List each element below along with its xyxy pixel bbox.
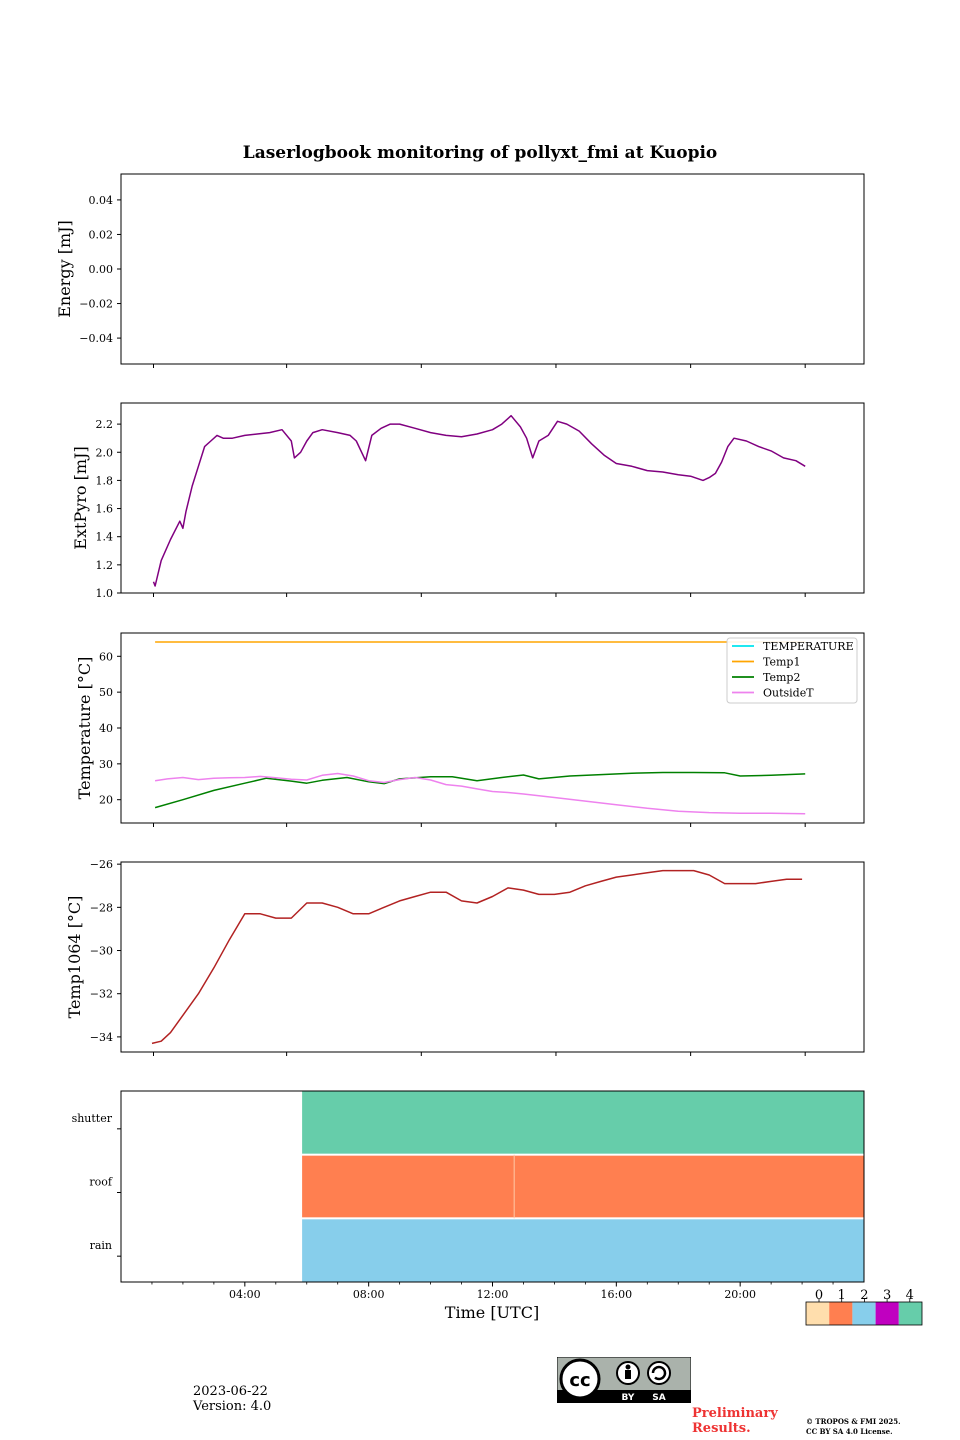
chart-title: Laserlogbook monitoring of pollyxt_fmi a… (243, 143, 718, 163)
panel-2: 1.0 1.2 1.4 1.6 1.8 2.0 2.2 ExtPyro [mJ] (71, 402, 865, 600)
legend-entry-temp1: Temp1 (763, 656, 800, 669)
copyright-line-2: CC BY SA 4.0 License. (806, 1427, 893, 1436)
y-tick-label: 1.8 (96, 474, 114, 487)
x-tick-label: 04:00 (229, 1288, 261, 1301)
colorbar-cell-4 (898, 1302, 922, 1325)
y-tick-label: −26 (90, 858, 113, 871)
preliminary-results-note: Preliminary Results. (692, 1406, 778, 1436)
x-axis-label: Time [UTC] (445, 1303, 539, 1322)
y-tick-label: 0.02 (89, 228, 114, 241)
series-temp1064-line (151, 869, 803, 1045)
copyright-note: © TROPOS & FMI 2025. CC BY SA 4.0 Licens… (806, 1417, 901, 1437)
legend: TEMPERATURE Temp1 Temp2 OutsideT (726, 637, 858, 704)
y-tick-label: 2.2 (96, 418, 114, 431)
status-segment-roof (302, 1155, 864, 1218)
preliminary-line-2: Results. (692, 1421, 751, 1436)
panel-1: 0.04 0.02 0.00 −0.02 −0.04 Energy [mJ] (55, 173, 865, 368)
date-label: 2023-06-22 (193, 1384, 268, 1399)
sa-share-icon (647, 1361, 671, 1385)
row-label-rain: rain (90, 1239, 112, 1252)
x-tick-label: 08:00 (353, 1288, 385, 1301)
x-tick-label: 12:00 (477, 1288, 509, 1301)
y-tick-label: −30 (90, 945, 113, 958)
colorbar-cell-1 (829, 1302, 853, 1325)
y-tick-label: 1.2 (96, 559, 114, 572)
y-tick-label: −34 (90, 1031, 113, 1044)
y-tick-label: −0.04 (79, 332, 113, 345)
colorbar-cell-3 (875, 1302, 899, 1325)
cc-icon (559, 1358, 601, 1400)
y-tick-label: 40 (99, 722, 113, 735)
row-label-shutter: shutter (72, 1112, 113, 1125)
x-tick-label: 16:00 (600, 1288, 632, 1301)
y-tick-label: 0.04 (89, 194, 114, 207)
y-axis-label: Temp1064 [°C] (65, 896, 84, 1019)
series-temp2-line (154, 771, 806, 809)
by-label: BY (622, 1393, 635, 1403)
colorbar-label: 2 (860, 1288, 868, 1303)
y-tick-label: 60 (99, 650, 113, 663)
y-tick-label: 30 (99, 758, 113, 771)
y-tick-label: −32 (90, 988, 113, 1001)
y-tick-label: 20 (99, 794, 113, 807)
y-tick-label: −0.02 (79, 298, 113, 311)
panel-4: −26 −28 −30 −32 −34 Temp1064 [°C] (65, 858, 865, 1056)
preliminary-line-1: Preliminary (692, 1406, 778, 1421)
y-tick-label: 1.6 (96, 503, 114, 516)
y-axis-label: ExtPyro [mJ] (71, 446, 90, 549)
y-axis-label: Temperature [°C] (75, 657, 94, 800)
series-extpyro-line (152, 414, 806, 587)
panel-frame (120, 402, 865, 594)
legend-entry-temperature: TEMPERATURE (763, 640, 854, 653)
sa-label: SA (652, 1393, 665, 1403)
colorbar-cell-2 (852, 1302, 876, 1325)
version-label: Version: 4.0 (193, 1399, 272, 1414)
colorbar-cell-0 (806, 1302, 830, 1325)
y-tick-label: 2.0 (96, 446, 114, 459)
panel-frame (120, 173, 865, 365)
colorbar-label: 4 (906, 1288, 914, 1303)
colorbar-label: 3 (883, 1288, 891, 1303)
row-label-roof: roof (89, 1176, 113, 1189)
legend-entry-temp2: Temp2 (763, 671, 800, 684)
cc-icon-text: cc (569, 1370, 590, 1391)
y-tick-label: 1.0 (96, 587, 114, 600)
series-outsidet-line (154, 772, 806, 815)
legend-box (726, 637, 858, 704)
y-tick-label: −28 (90, 901, 113, 914)
status-segment-rain (302, 1219, 864, 1282)
y-tick-label: 0.00 (89, 263, 114, 276)
x-tick-label: 20:00 (724, 1288, 756, 1301)
cc-by-sa-license-badge: cc BY SA (556, 1356, 692, 1404)
y-tick-label: 50 (99, 686, 113, 699)
status-panel: shutter roof rain 04:00 08:00 12:00 16:00 20:00… (72, 1090, 865, 1322)
colorbar-label: 1 (838, 1288, 846, 1303)
panel-frame (120, 861, 865, 1053)
legend-entry-outsidet: OutsideT (763, 687, 814, 700)
y-axis-label: Energy [mJ] (55, 220, 74, 318)
copyright-line-1: © TROPOS & FMI 2025. (806, 1417, 901, 1426)
panel-3: 20 30 40 50 60 Temperature [°C] TEMPERATURE Tem… (75, 632, 865, 827)
status-segment-shutter (302, 1091, 864, 1154)
colorbar-label: 0 (815, 1288, 823, 1303)
y-tick-label: 1.4 (96, 531, 114, 544)
